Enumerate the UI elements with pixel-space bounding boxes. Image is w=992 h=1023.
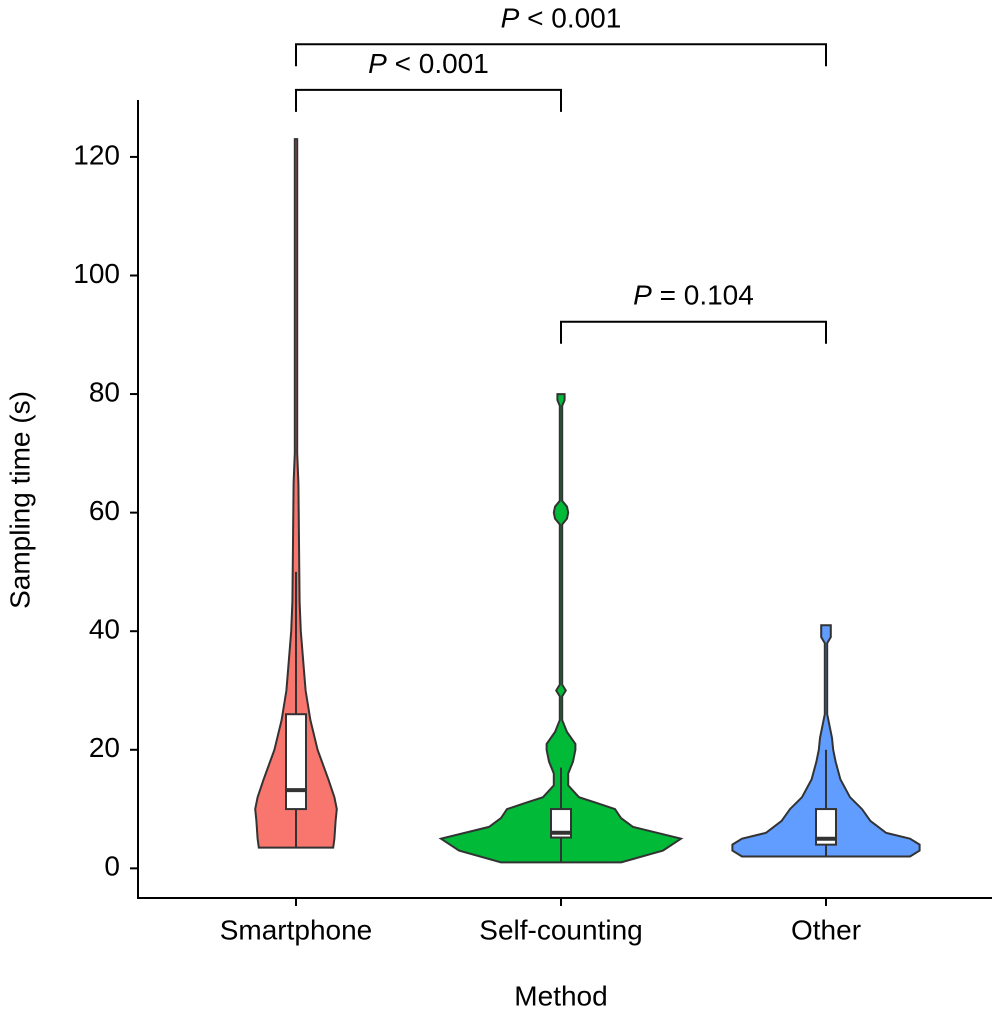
x-tick-label: Other — [791, 914, 861, 945]
y-tick-label: 40 — [89, 614, 120, 645]
box — [285, 713, 307, 811]
violin — [438, 393, 684, 864]
significance-label: P < 0.001 — [368, 48, 489, 79]
y-tick-label: 100 — [73, 258, 120, 289]
box — [815, 808, 837, 846]
significance-bracket — [295, 43, 827, 67]
significance-bracket — [560, 320, 827, 344]
y-axis-title: Sampling time (s) — [4, 391, 35, 609]
significance-label: P = 0.104 — [633, 280, 754, 311]
box — [550, 808, 572, 839]
y-tick-label: 80 — [89, 376, 120, 407]
y-tick-label: 20 — [89, 732, 120, 763]
x-tick-label: Self-counting — [479, 914, 642, 945]
significance-label: P < 0.001 — [501, 3, 622, 34]
y-tick-label: 120 — [73, 139, 120, 170]
y-tick-label: 60 — [89, 495, 120, 526]
violin — [731, 624, 921, 858]
significance-bracket — [295, 88, 562, 112]
y-tick-label: 0 — [104, 851, 120, 882]
violin — [254, 138, 338, 849]
x-tick-label: Smartphone — [220, 914, 373, 945]
x-axis-title: Method — [514, 980, 607, 1011]
